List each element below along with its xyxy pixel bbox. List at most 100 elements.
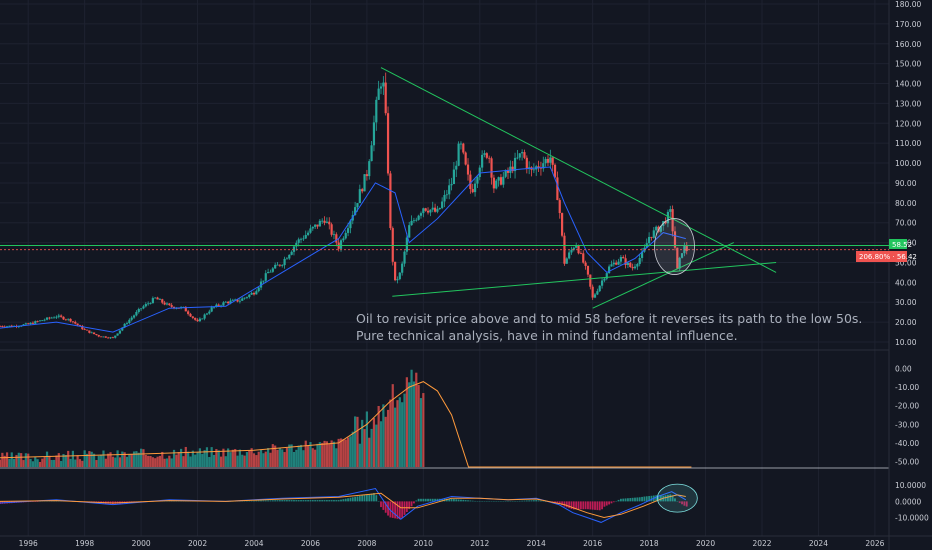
macd-histogram-bar bbox=[264, 500, 267, 502]
volume-bar bbox=[314, 449, 317, 467]
volume-bar bbox=[111, 456, 114, 467]
volume-bar bbox=[81, 460, 84, 467]
volume-bar bbox=[69, 458, 72, 467]
macd-histogram-bar bbox=[450, 498, 453, 502]
candle-body bbox=[488, 157, 491, 159]
year-tick-label: 2012 bbox=[470, 539, 489, 548]
candle-body bbox=[448, 185, 451, 195]
macd-histogram-bar bbox=[351, 497, 354, 502]
macd-histogram-bar bbox=[420, 498, 422, 502]
candle-body bbox=[542, 163, 545, 169]
volume-bar bbox=[274, 445, 277, 467]
candle-body bbox=[640, 251, 644, 258]
macd-histogram-bar bbox=[311, 500, 314, 502]
candle-body bbox=[436, 209, 439, 212]
macd-histogram-bar bbox=[577, 501, 580, 510]
macd-histogram-bar bbox=[429, 498, 432, 502]
volume-bar bbox=[295, 449, 298, 467]
macd-histogram-bar bbox=[601, 501, 603, 510]
volume-bar bbox=[142, 449, 145, 467]
candle-body bbox=[655, 226, 658, 231]
volume-bar bbox=[177, 452, 180, 467]
year-tick-label: 2004 bbox=[244, 539, 263, 548]
candle-body bbox=[516, 157, 519, 159]
volume-bar bbox=[114, 457, 117, 467]
volume-bar bbox=[147, 455, 150, 467]
macd-histogram-bar bbox=[415, 500, 418, 502]
volume-bar bbox=[208, 457, 211, 467]
candle-body bbox=[544, 158, 547, 164]
candle-body bbox=[584, 262, 587, 266]
macd-histogram-bar bbox=[408, 501, 411, 510]
candle-body bbox=[483, 153, 486, 155]
volume-bar bbox=[123, 452, 126, 467]
candle-body bbox=[276, 264, 279, 266]
candle-body bbox=[271, 268, 274, 272]
volume-bar bbox=[271, 444, 274, 467]
candle-body bbox=[262, 280, 265, 282]
macd-histogram-bar bbox=[304, 500, 307, 502]
candle-body bbox=[539, 167, 543, 169]
macd-histogram-bar bbox=[290, 500, 293, 502]
macd-histogram-bar bbox=[641, 496, 643, 502]
candle-body bbox=[238, 300, 241, 302]
candle-body bbox=[608, 266, 611, 274]
macd-histogram-bar bbox=[260, 500, 262, 502]
volume-bar bbox=[417, 384, 420, 467]
candle-body bbox=[140, 308, 143, 310]
candle-body bbox=[142, 306, 145, 309]
macd-histogram-bar bbox=[575, 501, 578, 510]
volume-bar bbox=[57, 453, 60, 467]
macd-histogram-bar bbox=[619, 498, 622, 502]
macd-histogram-bar bbox=[380, 501, 382, 508]
volume-bar bbox=[104, 458, 107, 467]
volume-bar bbox=[351, 431, 354, 467]
macd-highlight-ellipse bbox=[656, 483, 698, 513]
volume-bar bbox=[140, 448, 143, 467]
candle-body bbox=[116, 333, 119, 336]
price-tick-label: 140.00 bbox=[895, 80, 921, 89]
macd-histogram-bar bbox=[624, 498, 627, 502]
volume-bar bbox=[250, 448, 253, 467]
volume-bar bbox=[71, 450, 75, 467]
volume-bar bbox=[231, 449, 234, 467]
candle-body bbox=[224, 301, 227, 303]
volume-bar bbox=[5, 452, 9, 467]
macd-histogram-bar bbox=[394, 501, 397, 519]
candle-body bbox=[464, 152, 467, 165]
volume-bar bbox=[121, 451, 124, 467]
macd-histogram-bar bbox=[659, 495, 662, 502]
volume-bar bbox=[222, 448, 225, 467]
volume-bar bbox=[45, 451, 49, 467]
volume-bar bbox=[363, 429, 366, 467]
volume-bar bbox=[55, 455, 58, 467]
volume-bar bbox=[267, 448, 270, 467]
candle-body bbox=[412, 220, 416, 222]
candle-body bbox=[302, 238, 305, 240]
candle-body bbox=[90, 332, 93, 334]
candle-body bbox=[415, 219, 418, 221]
volume-bar bbox=[13, 458, 16, 467]
macd-histogram-bar bbox=[638, 497, 641, 502]
volume-bar bbox=[172, 449, 176, 467]
macd-histogram-bar bbox=[563, 501, 566, 507]
macd-histogram-bar bbox=[422, 498, 425, 502]
candle-body bbox=[603, 278, 606, 281]
candle-body bbox=[370, 145, 373, 162]
macd-histogram-bar bbox=[250, 500, 253, 502]
candle-body bbox=[323, 220, 326, 223]
price-axis[interactable]: 180.00 170.00 160.00 150.00 140.00 130.00 120.… bbox=[895, 0, 929, 523]
candle-body bbox=[610, 264, 613, 267]
volume-bar bbox=[31, 461, 35, 467]
volume-bar bbox=[358, 443, 361, 467]
volume-bar bbox=[203, 450, 206, 467]
resistance-price-tag bbox=[889, 239, 907, 249]
candle-body bbox=[187, 311, 190, 314]
volume-bar bbox=[196, 452, 199, 467]
time-axis[interactable]: 1996 1998 2000 2002 2004 2006 2008 2010 2012 2014… bbox=[19, 539, 885, 548]
macd-histogram-bar bbox=[255, 500, 258, 502]
candle-body bbox=[288, 254, 291, 259]
volume-bar bbox=[187, 451, 190, 467]
